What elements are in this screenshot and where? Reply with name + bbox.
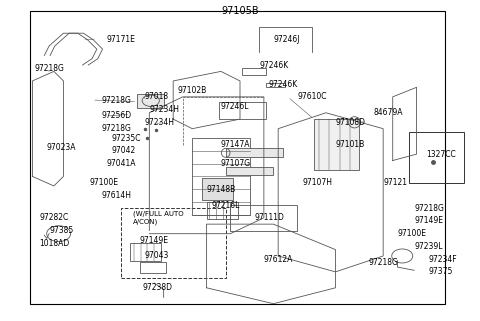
Text: 97216L: 97216L [211,201,240,210]
Bar [202,178,233,200]
Text: 97018: 97018 [144,92,168,101]
Bar [120,208,226,278]
Text: 97614H: 97614H [102,191,132,200]
Bar [266,82,285,87]
Text: 1327CC: 1327CC [426,150,456,159]
Text: 97149E: 97149E [414,216,443,225]
Text: (W/FULL AUTO
A/CON): (W/FULL AUTO A/CON) [132,211,183,225]
Bar [226,148,283,157]
Text: 97246L: 97246L [221,102,250,111]
Text: 97238D: 97238D [142,283,172,292]
Text: 97147A: 97147A [221,140,251,149]
Text: 97218G: 97218G [102,96,132,105]
Bar [314,119,360,170]
Text: 97234H: 97234H [149,105,180,114]
Text: 97111D: 97111D [254,213,284,222]
Text: 97246K: 97246K [269,80,298,89]
Text: 84679A: 84679A [373,108,403,117]
Bar [30,11,445,304]
Text: 97246J: 97246J [274,35,300,44]
Bar [140,262,166,273]
Bar [230,205,297,230]
Text: 97102B: 97102B [178,86,207,95]
Text: 97612A: 97612A [264,255,293,264]
Bar [206,202,238,219]
Bar [137,94,164,108]
Text: 97256D: 97256D [102,111,132,120]
Text: 97282C: 97282C [39,213,69,222]
Text: 97235C: 97235C [111,134,141,143]
Bar [218,102,266,119]
Text: 97234F: 97234F [429,255,457,264]
Text: 97107H: 97107H [302,178,332,187]
Text: 97148B: 97148B [206,185,236,194]
Text: 97239L: 97239L [414,242,443,251]
Bar [242,68,266,74]
Text: 97042: 97042 [111,146,135,155]
Text: 97105B: 97105B [221,6,259,16]
Text: 97023A: 97023A [47,143,76,152]
Text: 97100E: 97100E [90,178,119,187]
Text: 97610C: 97610C [297,92,327,101]
Text: 97375: 97375 [429,267,453,276]
Text: 1018AD: 1018AD [39,239,70,248]
Text: 97218G: 97218G [35,64,65,73]
Text: 97121: 97121 [383,178,407,187]
Text: 97043: 97043 [144,251,169,260]
Text: 97101B: 97101B [336,140,365,149]
Text: 97100E: 97100E [397,229,427,238]
Text: 97218G: 97218G [102,124,132,133]
Text: 97385: 97385 [49,226,73,235]
Text: 97041A: 97041A [107,159,136,168]
Text: 97171E: 97171E [107,35,135,44]
Bar [226,167,274,175]
Bar [130,243,161,261]
Text: 97218G: 97218G [414,204,444,213]
Text: 97218G: 97218G [369,258,399,267]
Text: 97108D: 97108D [336,118,365,127]
Text: 97234H: 97234H [144,118,175,127]
Text: 97149E: 97149E [140,236,169,245]
Text: 97246K: 97246K [259,61,288,70]
Bar [192,138,250,215]
Bar [409,132,464,183]
Text: 97107G: 97107G [221,159,251,168]
